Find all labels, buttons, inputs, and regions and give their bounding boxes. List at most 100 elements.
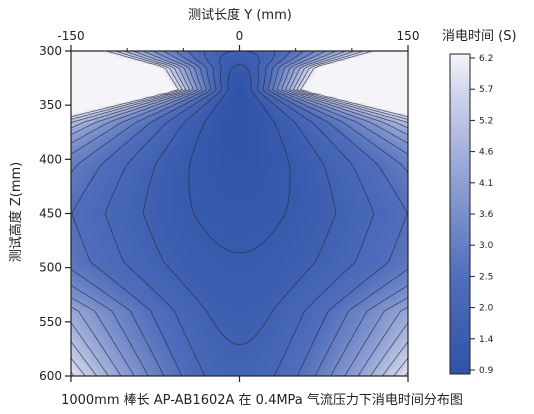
heatmap-cell [144, 96, 149, 101]
heatmap-cell [104, 350, 109, 354]
heatmap-cell [135, 77, 139, 81]
heatmap-cell [86, 236, 90, 241]
heatmap-cell [150, 350, 155, 354]
heatmap-cell [144, 343, 149, 348]
heatmap-cell [101, 242, 106, 247]
heatmap-cell [144, 171, 149, 176]
heatmap-cell [80, 207, 84, 211]
heatmap-cell [156, 207, 161, 211]
heatmap-cell [101, 177, 106, 182]
heatmap-cell [83, 366, 87, 371]
heatmap-cell [110, 96, 115, 101]
heatmap-cell [92, 320, 97, 325]
heatmap-cell [132, 129, 136, 133]
heatmap-cell [126, 103, 130, 107]
heatmap-cell [132, 171, 136, 176]
heatmap-cell [89, 216, 94, 221]
heatmap-cell [74, 64, 78, 68]
heatmap-cell [144, 109, 149, 114]
heatmap-cell [83, 213, 87, 218]
heatmap-cell [147, 372, 152, 376]
heatmap-cell [147, 236, 152, 241]
heatmap-cell [144, 304, 149, 309]
heatmap-cell [126, 333, 130, 338]
heatmap-cell [141, 366, 146, 371]
heatmap-cell [141, 246, 146, 250]
heatmap-cell [71, 83, 75, 88]
heatmap-cell [104, 112, 109, 117]
heatmap-cell [147, 190, 152, 195]
heatmap-cell [147, 340, 152, 345]
heatmap-cell [98, 181, 103, 185]
heatmap-cell [150, 229, 155, 234]
heatmap-cell [129, 304, 133, 309]
heatmap-cell [98, 288, 103, 293]
heatmap-cell [153, 304, 158, 309]
heatmap-cell [92, 200, 97, 205]
heatmap-cell [77, 252, 81, 257]
heatmap-cell [150, 298, 155, 302]
heatmap-cell [98, 210, 103, 215]
heatmap-cell [156, 255, 161, 260]
heatmap-cell [89, 239, 94, 244]
heatmap-cell [77, 249, 81, 254]
heatmap-cell [71, 203, 75, 208]
heatmap-cell [110, 135, 115, 140]
heatmap-cell [80, 181, 84, 185]
heatmap-cell [156, 90, 161, 94]
heatmap-cell [123, 96, 127, 101]
heatmap-cell [101, 333, 106, 338]
heatmap-cell [95, 356, 100, 361]
heatmap-cell [153, 93, 158, 98]
heatmap-cell [86, 246, 90, 250]
heatmap-cell [113, 125, 118, 130]
heatmap-cell [147, 116, 152, 120]
heatmap-cell [153, 223, 158, 228]
heatmap-cell [116, 356, 121, 361]
heatmap-cell [123, 226, 127, 231]
heatmap-cell [126, 171, 130, 176]
heatmap-cell [147, 80, 152, 85]
heatmap-cell [107, 119, 112, 124]
heatmap-cell [150, 210, 155, 215]
heatmap-cell [129, 168, 133, 172]
heatmap-cell [95, 327, 100, 332]
heatmap-cell [83, 307, 87, 312]
heatmap-cell [83, 216, 87, 221]
heatmap-cell [135, 96, 139, 101]
heatmap-cell [129, 252, 133, 257]
heatmap-cell [135, 346, 139, 351]
heatmap-cell [129, 64, 133, 68]
heatmap-cell [141, 168, 146, 172]
heatmap-cell [95, 272, 100, 276]
heatmap-cell [120, 262, 124, 267]
heatmap-cell [77, 168, 81, 172]
heatmap-cell [150, 281, 155, 286]
heatmap-cell [159, 223, 164, 228]
heatmap-cell [144, 213, 149, 218]
heatmap-cell [135, 158, 139, 163]
heatmap-cell [80, 265, 84, 270]
heatmap-cell [141, 372, 146, 376]
heatmap-cell [141, 249, 146, 254]
heatmap-cell [153, 268, 158, 273]
heatmap-cell [83, 51, 87, 55]
heatmap-cell [156, 119, 161, 124]
heatmap-cell [110, 265, 115, 270]
heatmap-cell [89, 337, 94, 341]
heatmap-cell [159, 54, 164, 59]
heatmap-cell [153, 252, 158, 257]
heatmap-cell [135, 350, 139, 354]
heatmap-cell [71, 330, 75, 335]
heatmap-cell [132, 223, 136, 228]
heatmap-cell [74, 51, 78, 55]
heatmap-cell [104, 161, 109, 166]
heatmap-cell [110, 177, 115, 182]
heatmap-cell [141, 99, 146, 104]
heatmap-cell [80, 164, 84, 169]
heatmap-cell [144, 255, 149, 260]
heatmap-cell [101, 80, 106, 85]
heatmap-cell [104, 333, 109, 338]
heatmap-cell [104, 57, 109, 62]
heatmap-cell [107, 77, 112, 81]
